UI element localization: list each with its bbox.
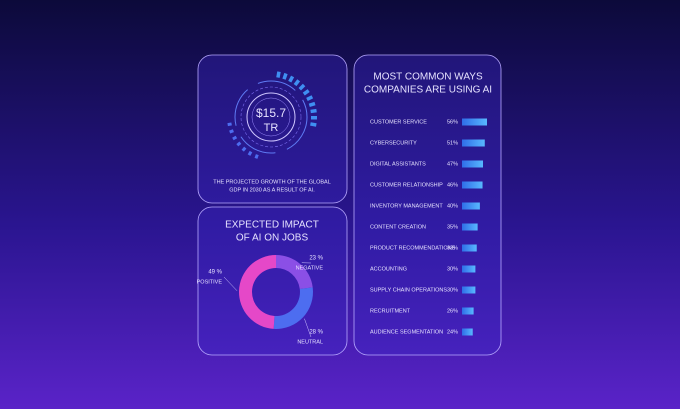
bar (462, 307, 474, 315)
bar (462, 202, 480, 210)
data-label: 46% (447, 182, 458, 188)
bar (462, 139, 485, 147)
data-label: 28 % (309, 330, 323, 336)
data-label: 47% (447, 161, 458, 167)
dial-segment (302, 89, 310, 96)
category-label: SUPPLY CHAIN OPERATIONS (370, 287, 447, 293)
gdp-unit: TR (264, 122, 279, 134)
dial-segment (308, 101, 316, 107)
bar (462, 328, 473, 336)
dial-ring (251, 97, 291, 137)
chart-title: MOST COMMON WAYS (373, 72, 483, 83)
chart-title: OF AI ON JOBS (236, 233, 309, 244)
gdp-dial (227, 71, 318, 159)
bar (462, 265, 476, 273)
data-label: 26% (447, 308, 458, 314)
bar (462, 160, 483, 168)
donut-segment (273, 287, 313, 329)
dial-segment (229, 129, 234, 134)
bar (462, 286, 476, 294)
data-label: 24% (447, 329, 458, 335)
data-label: 35% (447, 224, 458, 230)
category-label: CUSTOMER RELATIONSHIP (370, 182, 443, 188)
category-label: ACCOUNTING (370, 266, 407, 272)
category-label: CYBERSECURITY (370, 140, 417, 146)
gdp-card (197, 54, 348, 204)
dial-segment (293, 79, 301, 87)
dial-segment (282, 72, 288, 80)
dial-ring (240, 86, 302, 148)
category-label: RECRUITMENT (370, 308, 411, 314)
dial-segment (241, 146, 247, 152)
data-label: 49 % (208, 270, 222, 276)
legend-label: NEGATIVE (296, 265, 324, 271)
leader-line (223, 276, 238, 291)
dial-segment (298, 83, 306, 91)
chart-title: COMPANIES ARE USING AI (364, 85, 492, 96)
data-label: 56% (447, 119, 458, 125)
gdp-caption: THE PROJECTED GROWTH OF THE GLOBAL (213, 179, 331, 185)
legend-label: NEUTRAL (297, 339, 323, 345)
chart-title: EXPECTED IMPACT (225, 220, 319, 231)
jobs-card (197, 206, 348, 356)
dial-segment (276, 71, 281, 78)
gdp-value: $15.7 (256, 106, 286, 120)
dial-segment (227, 122, 232, 127)
dial-segment (306, 95, 314, 102)
category-label: DIGITAL ASSISTANTS (370, 161, 426, 167)
category-label: CONTENT CREATION (370, 224, 426, 230)
gdp-caption: GDP IN 2030 AS A RESULT OF AI. (229, 187, 315, 193)
uses-card (353, 54, 502, 356)
bar (462, 244, 477, 252)
category-label: CUSTOMER SERVICE (370, 119, 427, 125)
category-label: PRODUCT RECOMMENDATIONS (370, 245, 456, 251)
data-label: 40% (447, 203, 458, 209)
dial-segment (310, 108, 317, 114)
leader-line (304, 318, 312, 338)
dial-segment (232, 135, 238, 141)
bar (462, 181, 483, 189)
data-label: 30% (447, 266, 458, 272)
data-label: 30% (447, 287, 458, 293)
dial-segment (254, 154, 259, 159)
data-label: 33% (447, 245, 458, 251)
dial-ring (246, 92, 296, 142)
data-label: 51% (447, 140, 458, 146)
dial-segment (310, 122, 317, 127)
category-label: AUDIENCE SEGMENTATION (370, 329, 443, 335)
donut-segment (276, 255, 313, 289)
dial-segment (247, 150, 253, 156)
bar (462, 223, 478, 231)
bar (462, 118, 487, 126)
dial-segment (288, 75, 295, 83)
donut-segment (238, 255, 276, 329)
dial-segment (236, 141, 242, 147)
dial-ring (234, 80, 308, 154)
legend-label: POSITIVE (197, 279, 223, 285)
data-label: 23 % (309, 256, 323, 262)
category-label: INVENTORY MANAGEMENT (370, 203, 443, 209)
